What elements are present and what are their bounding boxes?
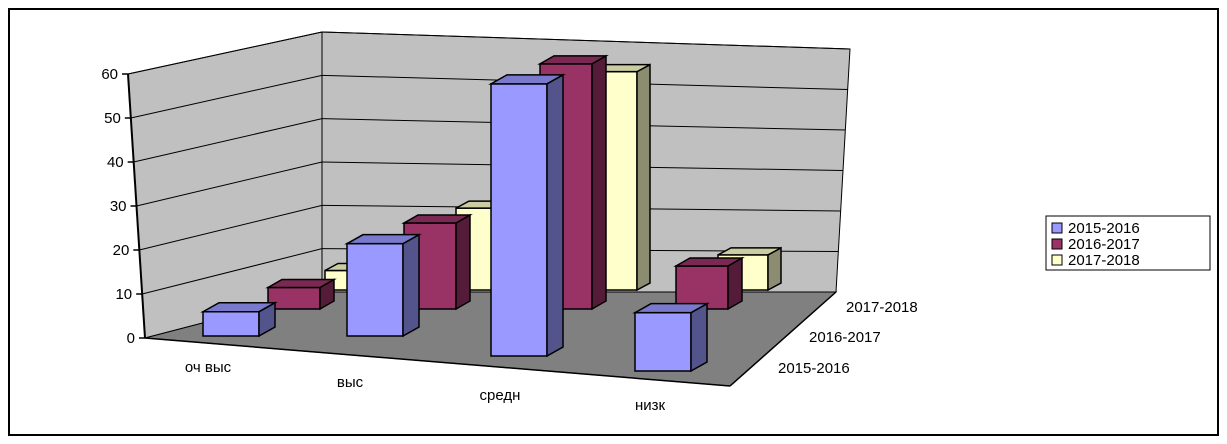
depth-axis-line: [729, 291, 837, 387]
y-tick-label: 0: [127, 330, 135, 347]
gridline-side: [130, 74, 323, 119]
bar-top: [537, 55, 609, 65]
gridline-side: [136, 161, 323, 207]
bar-top: [200, 301, 278, 313]
bar-2015-2016-средн: [488, 73, 566, 358]
bar-side: [636, 63, 651, 292]
y-tick-label: 10: [115, 286, 132, 303]
x-tick-label: выс: [337, 374, 364, 391]
gridline-side: [139, 204, 323, 251]
legend-swatch: [1051, 238, 1063, 250]
bar-top: [401, 214, 473, 224]
bar-top: [265, 278, 337, 289]
bar-2015-2016-выс: [344, 233, 422, 338]
x-tick-label: средн: [480, 387, 521, 404]
bar-side: [690, 302, 708, 373]
x-tick-label: низк: [635, 397, 666, 414]
legend-label: 2016-2017: [1068, 236, 1140, 253]
legend-box: [1045, 215, 1211, 271]
bar-front: [675, 265, 729, 310]
bar-side: [591, 54, 607, 311]
bar-front: [267, 286, 321, 310]
bar-top: [632, 302, 710, 314]
bar-side: [546, 73, 564, 358]
legend-label: 2017-2018: [1068, 252, 1140, 269]
bar-2016-2017-низк: [673, 256, 745, 311]
y-axis-line: [127, 73, 146, 339]
depth-tick-label: 2017-2018: [846, 299, 918, 316]
gridline-back: [321, 31, 851, 50]
y-tick-label: 40: [107, 154, 124, 171]
depth-tick-label: 2016-2017: [809, 329, 881, 346]
bar-2015-2016-оч выс: [200, 301, 278, 338]
gridline-side: [133, 118, 323, 163]
y-tick-label: 20: [113, 242, 130, 259]
bar-front: [346, 242, 404, 337]
bar-2016-2017-оч выс: [265, 278, 337, 311]
bar-front: [634, 311, 692, 372]
bar-top: [717, 247, 782, 256]
bar-side: [455, 213, 471, 311]
legend-label: 2015-2016: [1068, 220, 1140, 237]
bar-side: [402, 233, 420, 338]
legend-swatch: [1051, 254, 1063, 266]
gridline-side: [142, 248, 323, 295]
gridline-side: [127, 31, 323, 75]
bar-top: [488, 74, 566, 85]
bar-2015-2016-низк: [632, 302, 710, 373]
y-tick-label: 50: [104, 110, 121, 127]
bar-top: [673, 257, 745, 267]
bar-front: [490, 83, 548, 357]
depth-tick-label: 2015-2016: [778, 360, 850, 377]
bar-front: [202, 310, 260, 337]
legend-swatch: [1051, 222, 1063, 234]
y-tick-label: 60: [101, 66, 118, 83]
x-axis-line: [144, 337, 731, 387]
x-tick-label: оч выс: [185, 359, 232, 376]
y-tick-label: 30: [110, 198, 127, 215]
bar-top: [344, 233, 422, 245]
